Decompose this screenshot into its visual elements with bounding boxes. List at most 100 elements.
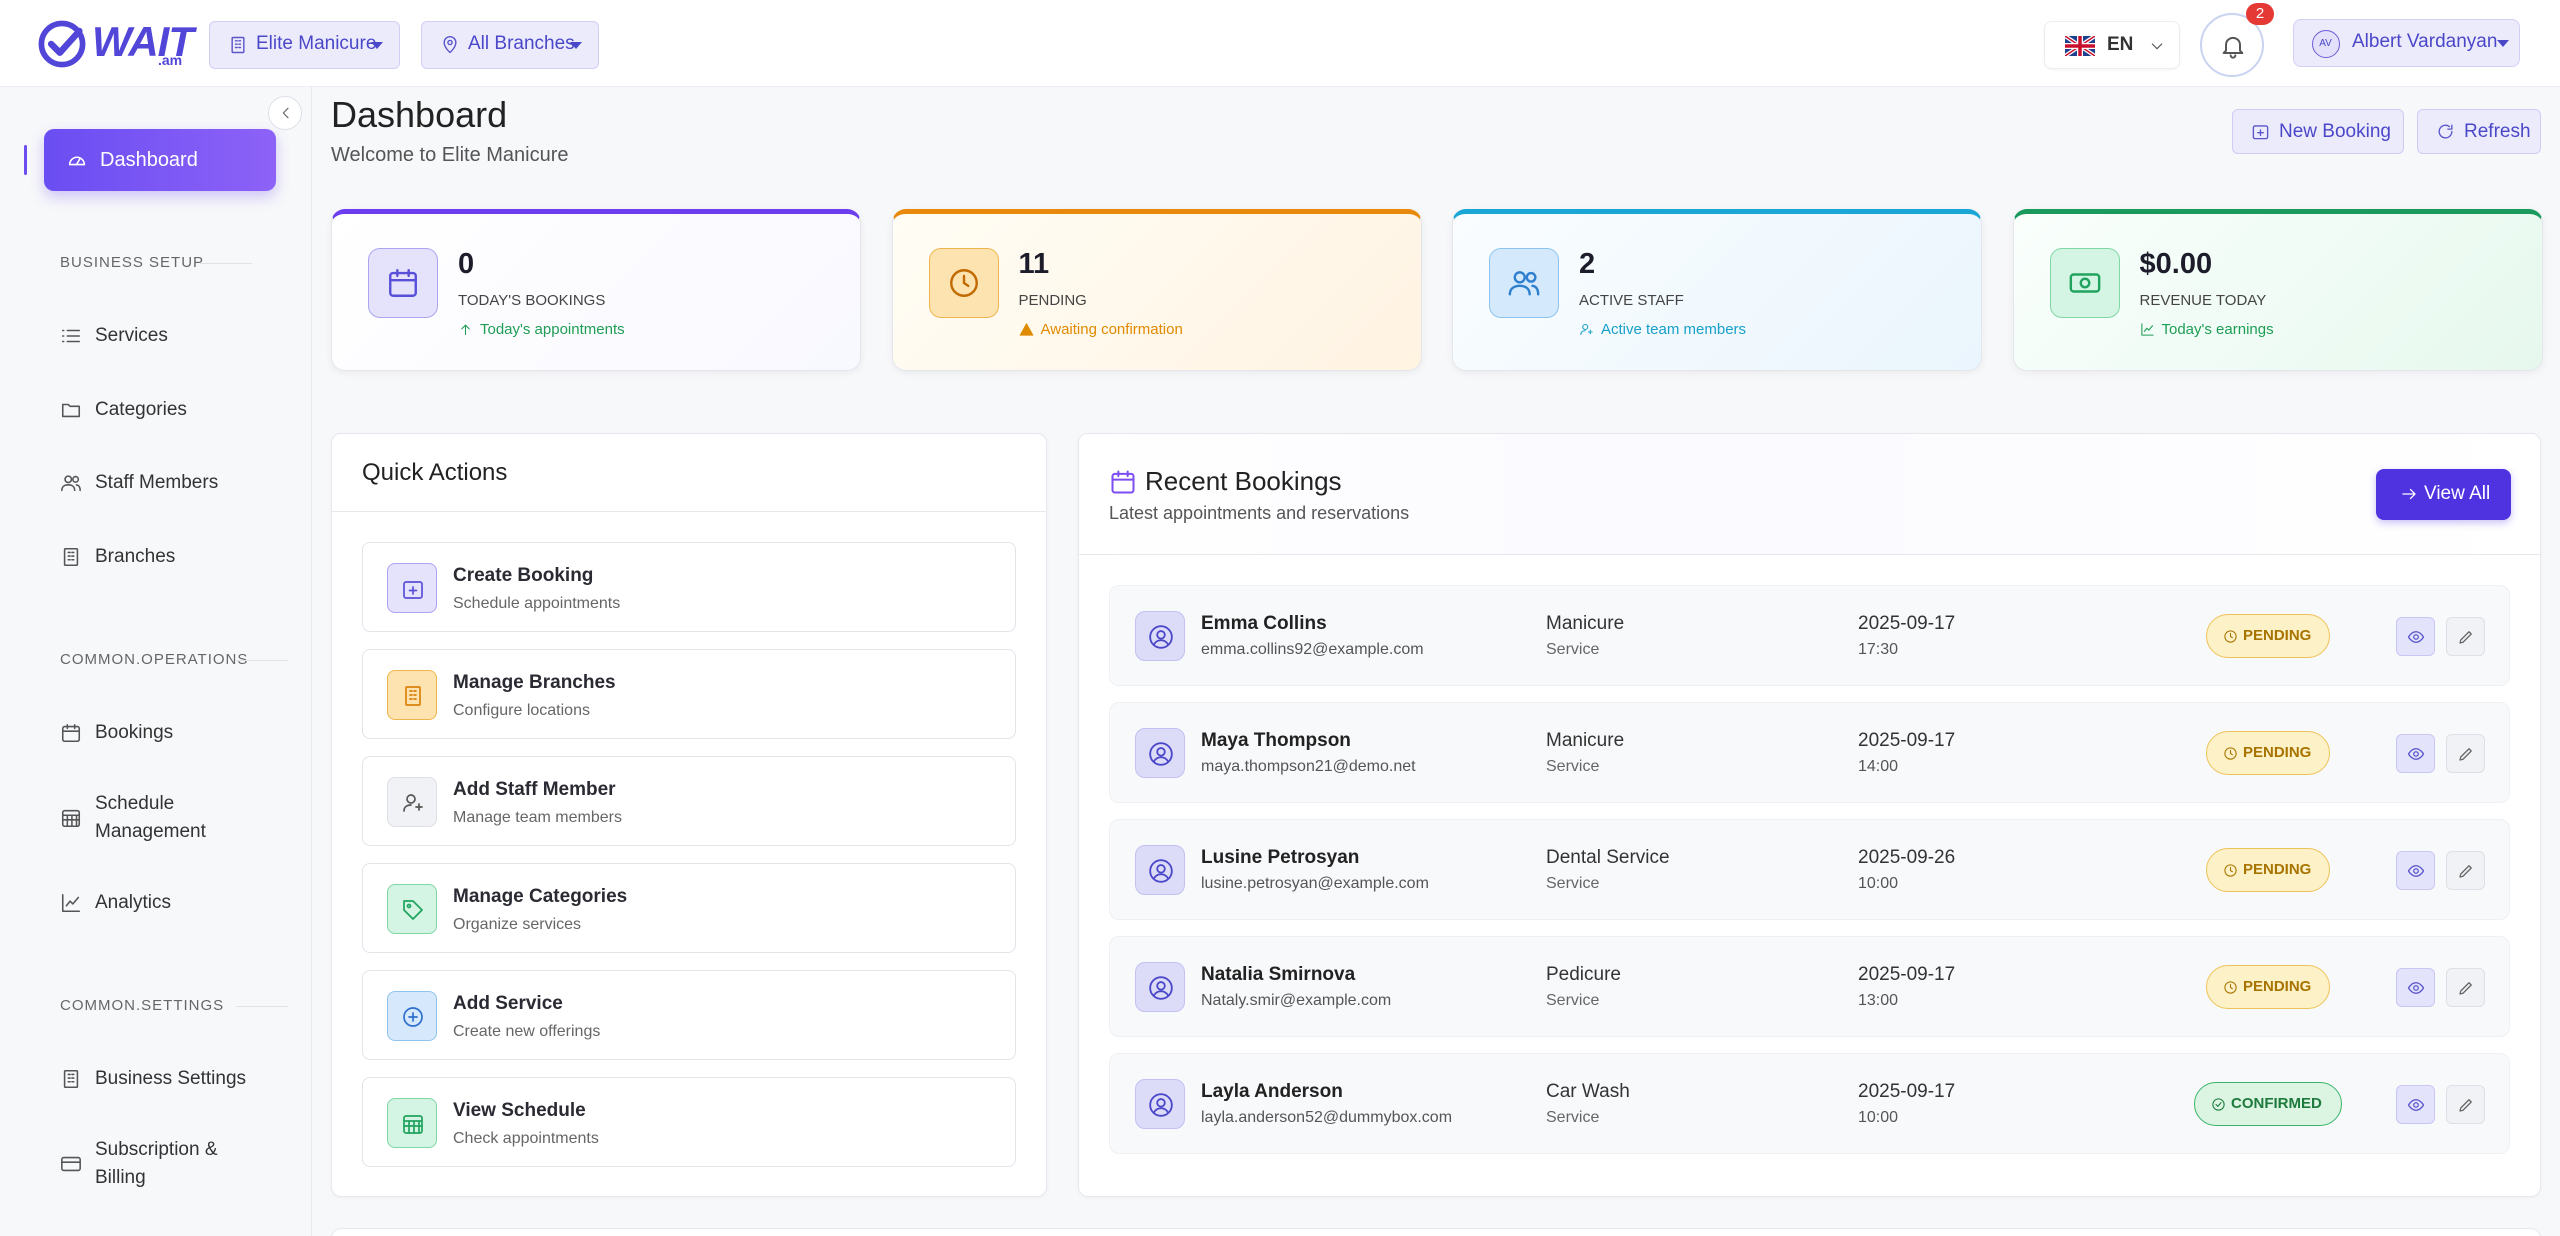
booking-row: Emma Collins emma.collins92@example.com Ma… xyxy=(1109,585,2510,686)
icon xyxy=(2457,862,2475,880)
icon xyxy=(60,399,82,421)
nav-item[interactable]: Bookings xyxy=(44,703,276,763)
service-type: Service xyxy=(1546,1109,1600,1126)
nav-item[interactable]: Analytics xyxy=(44,873,276,933)
lower-panel xyxy=(331,1228,2541,1236)
nav-dashboard-label: Dashboard xyxy=(100,149,198,171)
stat-icon xyxy=(2049,248,2120,318)
nav-dashboard[interactable]: Dashboard xyxy=(44,129,276,191)
icon xyxy=(228,35,248,55)
icon xyxy=(36,18,88,70)
quick-action[interactable]: Manage Branches Configure locations xyxy=(362,649,1016,739)
business-selector-label: Elite Manicure xyxy=(256,33,377,54)
nav-item[interactable]: Services xyxy=(44,306,276,366)
nav-item-label: Branches xyxy=(95,546,176,567)
edit-booking-button[interactable] xyxy=(2446,1085,2485,1124)
sidebar: Dashboard BUSINESS SETUP Services Categorie… xyxy=(0,87,312,1236)
quick-action[interactable]: View Schedule Check appointments xyxy=(362,1077,1016,1167)
user-menu[interactable]: AV Albert Vardanyan xyxy=(2293,19,2520,67)
quick-action-subtitle: Configure locations xyxy=(453,702,590,719)
icon xyxy=(401,791,425,815)
customer-avatar xyxy=(1135,728,1185,778)
booking-date: 2025-09-17 xyxy=(1858,613,1956,634)
nav-item-label: Schedule Management xyxy=(95,793,206,842)
quick-action-icon xyxy=(387,1098,437,1148)
nav-item-label: Categories xyxy=(95,399,187,420)
notification-badge: 2 xyxy=(2246,3,2274,25)
recent-bookings-subtitle: Latest appointments and reservations xyxy=(1109,503,1410,523)
status-badge: PENDING xyxy=(2206,848,2330,892)
edit-booking-button[interactable] xyxy=(2446,734,2485,773)
quick-action-title: Add Staff Member xyxy=(453,779,616,800)
icon xyxy=(2223,746,2238,761)
icon xyxy=(1579,322,1594,337)
service-type: Service xyxy=(1546,758,1600,775)
nav-section-rule xyxy=(236,1006,288,1007)
icon xyxy=(458,322,473,337)
language-selector[interactable]: EN xyxy=(2044,21,2180,69)
edit-booking-button[interactable] xyxy=(2446,617,2485,656)
icon xyxy=(60,1068,82,1090)
customer-avatar xyxy=(1135,1079,1185,1129)
stat-note: Active team members xyxy=(1601,321,1747,338)
edit-booking-button[interactable] xyxy=(2446,851,2485,890)
view-booking-button[interactable] xyxy=(2396,617,2435,656)
notifications-button[interactable]: 2 xyxy=(2200,3,2274,77)
nav-item[interactable]: Branches xyxy=(44,527,276,587)
stat-card: 2 ACTIVE STAFF Active team members xyxy=(1452,209,1982,371)
quick-action[interactable]: Create Booking Schedule appointments xyxy=(362,542,1016,632)
status-label: CONFIRMED xyxy=(2231,1095,2322,1112)
nav-section-rule xyxy=(236,660,288,661)
quick-action[interactable]: Add Service Create new offerings xyxy=(362,970,1016,1060)
nav-item[interactable]: Staff Members xyxy=(44,453,276,513)
quick-action-icon xyxy=(387,563,437,613)
booking-time: 17:30 xyxy=(1858,641,1899,658)
caret xyxy=(570,42,582,49)
quick-action-title: Manage Branches xyxy=(453,672,616,693)
icon xyxy=(2407,628,2425,646)
nav-item[interactable]: Schedule Management xyxy=(44,788,276,848)
icon xyxy=(1148,624,1174,650)
stat-value: $0.00 xyxy=(2139,248,2213,280)
stat-value: 11 xyxy=(1018,248,1050,280)
branch-selector[interactable]: All Branches xyxy=(421,21,599,69)
quick-action[interactable]: Manage Categories Organize services xyxy=(362,863,1016,953)
customer-email: maya.thompson21@demo.net xyxy=(1201,758,1416,775)
user-avatar: AV xyxy=(2312,30,2340,58)
stat-note: Today's appointments xyxy=(480,321,625,338)
status-badge: PENDING xyxy=(2206,614,2330,658)
page-action-button[interactable]: Refresh xyxy=(2417,109,2541,154)
collapse-sidebar-button[interactable] xyxy=(268,96,302,130)
customer-name: Lusine Petrosyan xyxy=(1201,847,1360,868)
view-booking-button[interactable] xyxy=(2396,851,2435,890)
view-booking-button[interactable] xyxy=(2396,734,2435,773)
nav-item-label: Staff Members xyxy=(95,472,219,493)
view-all-button[interactable]: View All xyxy=(2376,469,2511,520)
brand-logo: WAIT xyxy=(92,18,194,65)
edit-booking-button[interactable] xyxy=(2446,968,2485,1007)
quick-action[interactable]: Add Staff Member Manage team members xyxy=(362,756,1016,846)
quick-action-title: Manage Categories xyxy=(453,886,628,907)
booking-row: Lusine Petrosyan lusine.petrosyan@example… xyxy=(1109,819,2510,920)
icon xyxy=(401,1112,425,1136)
icon xyxy=(2407,1096,2425,1114)
nav-item[interactable]: Categories xyxy=(44,380,276,440)
nav-item[interactable]: Subscription & Billing xyxy=(44,1134,276,1194)
nav-item[interactable]: Business Settings xyxy=(44,1049,276,1109)
view-booking-button[interactable] xyxy=(2396,968,2435,1007)
page-action-button[interactable]: New Booking xyxy=(2232,109,2404,154)
quick-actions-panel: Quick Actions Create Booking Schedule appo… xyxy=(331,433,1047,1197)
quick-action-title: Create Booking xyxy=(453,565,594,586)
booking-time: 13:00 xyxy=(1858,992,1899,1009)
icon xyxy=(1109,468,1137,496)
nav-item-label: Analytics xyxy=(95,892,172,913)
view-booking-button[interactable] xyxy=(2396,1085,2435,1124)
icon xyxy=(401,1005,425,1029)
customer-email: emma.collins92@example.com xyxy=(1201,641,1424,658)
business-selector[interactable]: Elite Manicure xyxy=(209,21,400,69)
booking-time: 10:00 xyxy=(1858,1109,1899,1126)
stat-card: 0 TODAY'S BOOKINGS Today's appointments xyxy=(331,209,861,371)
stat-label: ACTIVE STAFF xyxy=(1579,292,1684,309)
icon xyxy=(60,546,82,568)
icon xyxy=(2457,628,2475,646)
